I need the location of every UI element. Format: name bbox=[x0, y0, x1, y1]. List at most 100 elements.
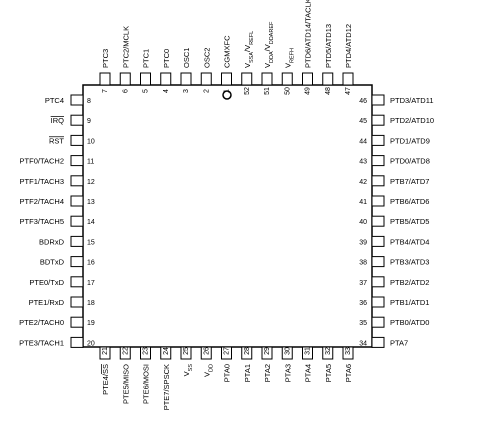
pin bbox=[371, 256, 385, 268]
pin-number: 19 bbox=[87, 320, 95, 327]
pin bbox=[371, 195, 385, 207]
pin-label: PTD1/ATD9 bbox=[390, 136, 430, 145]
pin-number: 16 bbox=[87, 260, 95, 267]
pin-number: 17 bbox=[87, 280, 95, 287]
label-part: REFH bbox=[289, 48, 295, 63]
pin bbox=[70, 195, 84, 207]
label-part: V bbox=[182, 371, 191, 376]
pin bbox=[322, 346, 334, 360]
pin-label: PTC1 bbox=[142, 49, 151, 68]
pin bbox=[371, 235, 385, 247]
pin-label: OSC2 bbox=[202, 48, 211, 68]
pin bbox=[70, 235, 84, 247]
pin-number: 8 bbox=[87, 98, 91, 105]
pin-number: 22 bbox=[122, 347, 129, 355]
pin-number: 13 bbox=[87, 199, 95, 206]
pin bbox=[200, 72, 212, 86]
pin bbox=[160, 72, 172, 86]
pin bbox=[371, 215, 385, 227]
pin bbox=[261, 72, 273, 86]
label-part: IRQ bbox=[51, 116, 65, 125]
pin bbox=[342, 72, 354, 86]
pin-label: PTB0/ATD0 bbox=[390, 318, 429, 327]
chip-body bbox=[82, 84, 373, 348]
pin bbox=[70, 256, 84, 268]
pin-number: 52 bbox=[244, 87, 251, 95]
pin-number: 27 bbox=[224, 347, 231, 355]
pin bbox=[322, 72, 334, 86]
pin bbox=[70, 276, 84, 288]
pin bbox=[180, 72, 192, 86]
pin bbox=[371, 316, 385, 328]
pin-number: 37 bbox=[359, 280, 367, 287]
pin-label: PTB6/ATD6 bbox=[390, 197, 429, 206]
pin bbox=[140, 72, 151, 86]
label-part: PTE4/ bbox=[101, 373, 110, 395]
pin-number: 30 bbox=[284, 347, 291, 355]
pin-label: PTF2/TACH4 bbox=[20, 197, 64, 206]
pin bbox=[70, 134, 84, 146]
pin-label: PTD5/ATD13 bbox=[324, 24, 333, 68]
pin-label: PTA2 bbox=[263, 364, 272, 382]
pin-number: 14 bbox=[87, 219, 95, 226]
pin bbox=[371, 114, 385, 126]
pin-number: 40 bbox=[359, 219, 367, 226]
pin bbox=[140, 346, 151, 360]
pin-number: 15 bbox=[87, 239, 95, 246]
pin-number: 2 bbox=[203, 89, 210, 93]
pin-label: PTA1 bbox=[243, 364, 252, 382]
pin bbox=[342, 346, 354, 360]
pin-number: 45 bbox=[359, 118, 367, 125]
pin-number: 23 bbox=[143, 347, 150, 355]
pin bbox=[180, 346, 192, 360]
pin bbox=[70, 155, 84, 167]
pin-label: PTA6 bbox=[344, 364, 353, 382]
pin-number: 48 bbox=[325, 87, 332, 95]
pin-label: PTD3/ATD11 bbox=[390, 96, 433, 105]
label-part: RST bbox=[49, 136, 64, 145]
pin-label: OSC1 bbox=[182, 48, 191, 68]
pin-number: 28 bbox=[244, 347, 251, 355]
pin-number: 12 bbox=[87, 179, 95, 186]
pin bbox=[371, 94, 385, 106]
label-part: /V bbox=[243, 45, 252, 52]
pin bbox=[281, 346, 293, 360]
pin-number: 9 bbox=[87, 118, 91, 125]
pin-number: 29 bbox=[264, 347, 271, 355]
pin-number: 39 bbox=[359, 239, 367, 246]
pin-label: PTA4 bbox=[304, 364, 313, 382]
pin-label: VDDA/VDDAREF bbox=[263, 21, 275, 68]
pin-label: VSSA/VREFL bbox=[243, 31, 255, 68]
pin-label: RST bbox=[49, 136, 64, 145]
pin-label: VREFH bbox=[283, 48, 295, 68]
pin-number: 4 bbox=[163, 89, 170, 93]
pin-label: PTB3/ATD3 bbox=[390, 258, 429, 267]
pin-label: PTC0 bbox=[162, 49, 171, 68]
pin-number: 44 bbox=[359, 138, 367, 145]
pin-number: 43 bbox=[359, 159, 367, 166]
pin-number: 3 bbox=[183, 89, 190, 93]
pin bbox=[371, 155, 385, 167]
pin bbox=[119, 72, 131, 86]
label-part: V bbox=[283, 63, 292, 68]
pin bbox=[70, 215, 84, 227]
pin bbox=[160, 346, 172, 360]
pin bbox=[70, 336, 84, 348]
pin bbox=[70, 114, 84, 126]
pin-label: PTC3 bbox=[101, 49, 110, 68]
label-part: SSA bbox=[249, 52, 255, 63]
pin-label: PTE6/MOSI bbox=[142, 364, 151, 404]
pin-number: 42 bbox=[359, 179, 367, 186]
label-part: DD bbox=[208, 364, 214, 372]
pin bbox=[200, 346, 212, 360]
pin-label: PTF1/TACH3 bbox=[20, 177, 64, 186]
pin-number: 36 bbox=[359, 300, 367, 307]
pin-label: PTE0/TxD bbox=[29, 278, 64, 287]
pin bbox=[70, 175, 84, 187]
pin-label: PTD4/ATD12 bbox=[344, 24, 353, 68]
label-part: V bbox=[243, 63, 252, 68]
pin-label: PTC2/MCLK bbox=[121, 26, 130, 68]
pin bbox=[302, 346, 313, 360]
pin-number: 20 bbox=[87, 340, 95, 347]
pin-number: 26 bbox=[203, 347, 210, 355]
